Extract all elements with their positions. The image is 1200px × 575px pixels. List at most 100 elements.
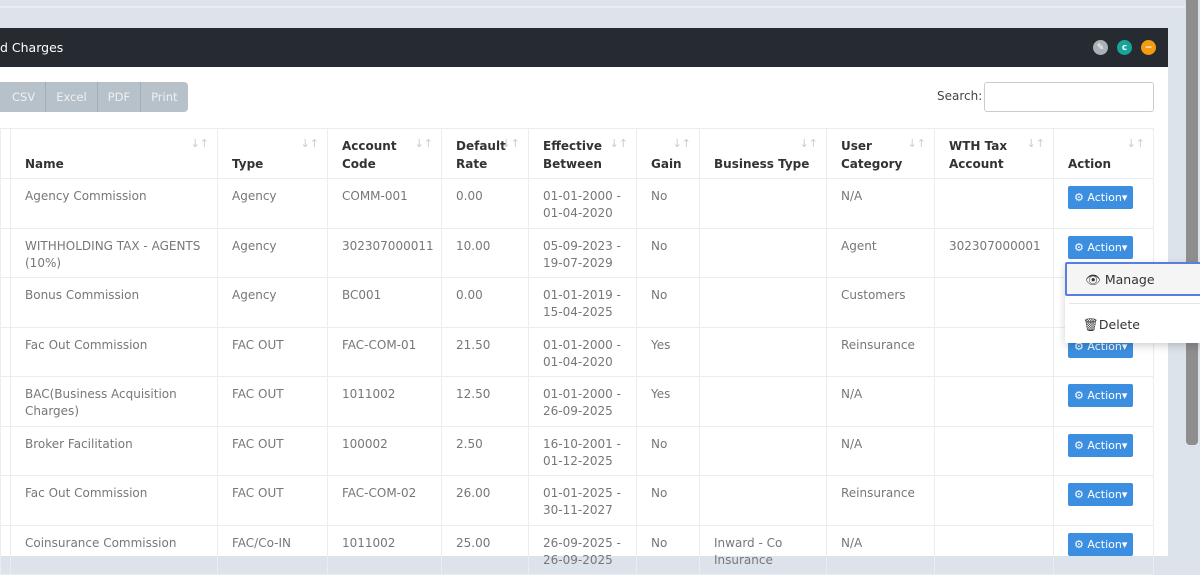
sort-icon: ↓↑ [1126, 137, 1145, 150]
gears-icon: ⚙ [1074, 537, 1084, 551]
action-button[interactable]: ⚙ Action▾ [1068, 433, 1134, 457]
sort-icon: ↓↑ [190, 137, 209, 150]
top-divider [0, 6, 1185, 8]
gears-icon: ⚙ [1074, 240, 1084, 254]
search-label: Search: [937, 89, 983, 103]
sort-icon: ↓↑ [300, 137, 319, 150]
table-row: Bonus Commission Agency BC001 0.00 01-01-201… [0, 277, 1154, 328]
column-header[interactable] [0, 128, 11, 179]
table-cell [699, 326, 827, 377]
table-cell: 21.50 [441, 326, 529, 377]
table-cell: Yes [636, 326, 700, 377]
delete-menu-item[interactable]: 🗑Delete [1083, 317, 1140, 332]
table-cell [0, 326, 11, 377]
refresh-icon[interactable]: c [1117, 40, 1132, 55]
action-button[interactable]: ⚙ Action▾ [1068, 235, 1134, 259]
table-cell: 01-01-2000 - 01-04-2020 [528, 326, 637, 377]
minus-icon[interactable]: − [1141, 40, 1156, 55]
table-cell: 01-01-2025 - 30-11-2027 [528, 475, 637, 526]
action-dropdown-menu: 👁 Manage 🗑Delete [1065, 262, 1200, 343]
column-header[interactable]: Effective Between ↓↑ [528, 128, 637, 179]
column-header[interactable]: Account Code ↓↑ [327, 128, 442, 179]
page-scrollbar[interactable] [1186, 0, 1198, 445]
column-header[interactable]: Action ↓↑ [1053, 128, 1154, 179]
table-cell: FAC OUT [217, 376, 328, 427]
gears-icon: ⚙ [1074, 191, 1084, 204]
table-cell [934, 277, 1054, 328]
table-cell: BC001 [327, 277, 442, 328]
action-button[interactable]: ⚙ Action▾ [1068, 186, 1134, 209]
table-cell [699, 178, 827, 229]
table-cell [934, 425, 1054, 476]
table-cell: 26.00 [441, 475, 529, 526]
column-header[interactable]: Business Type ↓↑ [699, 128, 827, 179]
table-cell: 0.00 [441, 178, 529, 229]
column-label: Action [1068, 157, 1112, 171]
charges-table: Name ↓↑ Type ↓↑ Account Code ↓↑ Default Rate ↓↑… [0, 128, 1154, 575]
table-cell [699, 475, 827, 526]
table-cell: Customers [826, 277, 935, 328]
column-header[interactable]: User Category ↓↑ [826, 128, 935, 179]
table-cell: 2.50 [441, 425, 529, 476]
table-cell: Reinsurance [826, 475, 935, 526]
wrench-icon[interactable]: ✎ [1093, 40, 1108, 55]
table-cell [699, 227, 827, 278]
table-cell: FAC OUT [217, 475, 328, 526]
table-cell: 05-09-2023 - 19-07-2029 [528, 227, 637, 278]
print-button[interactable]: Print [151, 90, 178, 104]
table-cell: N/A [826, 524, 935, 575]
table-cell: Bonus Commission [10, 277, 218, 328]
table-cell: ⚙ Action▾ [1053, 376, 1154, 427]
action-button[interactable]: ⚙ Action▾ [1068, 384, 1134, 407]
table-cell: ⚙ Action▾ [1053, 425, 1154, 476]
column-label: User Category [841, 139, 903, 171]
table-row: Fac Out Commission FAC OUT FAC-COM-01 21.50… [0, 326, 1154, 377]
column-header[interactable]: WTH Tax Account ↓↑ [934, 128, 1054, 179]
column-header[interactable]: Default Rate ↓↑ [441, 128, 529, 179]
sort-icon: ↓↑ [501, 137, 520, 150]
table-cell [0, 277, 11, 328]
table-row: Fac Out Commission FAC OUT FAC-COM-02 26.00… [0, 475, 1154, 526]
table-cell: FAC OUT [217, 326, 328, 377]
search-input[interactable] [984, 82, 1154, 112]
table-cell: 01-01-2000 - 26-09-2025 [528, 376, 637, 427]
table-cell: Reinsurance [826, 326, 935, 377]
table-cell [699, 376, 827, 427]
gears-icon: ⚙ [1074, 488, 1084, 501]
table-cell [934, 178, 1054, 229]
table-cell [699, 277, 827, 328]
pdf-button[interactable]: PDF [98, 82, 142, 112]
table-cell [0, 178, 11, 229]
table-cell: 302307000001 [934, 227, 1054, 278]
action-button[interactable]: ⚙ Action▾ [1068, 532, 1134, 556]
table-cell: Agency [217, 227, 328, 278]
column-header[interactable]: Name ↓↑ [10, 128, 218, 179]
table-cell [934, 524, 1054, 575]
table-cell [0, 524, 11, 575]
manage-menu-item[interactable]: 👁 Manage [1065, 262, 1200, 296]
column-header[interactable]: Gain ↓↑ [636, 128, 700, 179]
action-button[interactable]: ⚙ Action▾ [1068, 483, 1134, 506]
table-cell: Inward - Co Insurance [699, 524, 827, 575]
excel-button[interactable]: Excel [46, 82, 98, 112]
table-cell: No [636, 524, 700, 575]
table-row: WITHHOLDING TAX - AGENTS (10%) Agency 3023… [0, 227, 1154, 278]
table-cell: No [636, 227, 700, 278]
table-cell: Agency [217, 178, 328, 229]
column-label: Effective Between [543, 139, 602, 171]
table-cell: Fac Out Commission [10, 326, 218, 377]
table-cell: No [636, 277, 700, 328]
gears-icon: ⚙ [1074, 438, 1084, 452]
menu-divider [1069, 303, 1200, 304]
table-cell: Broker Facilitation [10, 425, 218, 476]
table-row: Broker Facilitation FAC OUT 100002 2.50 16-1… [0, 425, 1154, 476]
table-cell [0, 227, 11, 278]
table-cell: 01-01-2000 - 01-04-2020 [528, 178, 637, 229]
column-header[interactable]: Type ↓↑ [217, 128, 328, 179]
table-cell: Coinsurance Commission [10, 524, 218, 575]
table-cell: 16-10-2001 - 01-12-2025 [528, 425, 637, 476]
table-cell: No [636, 178, 700, 229]
export-buttons: CSV Excel PDF Print [0, 82, 188, 112]
table-cell: ⚙ Action▾ [1053, 178, 1154, 229]
csv-button[interactable]: CSV [0, 82, 47, 112]
